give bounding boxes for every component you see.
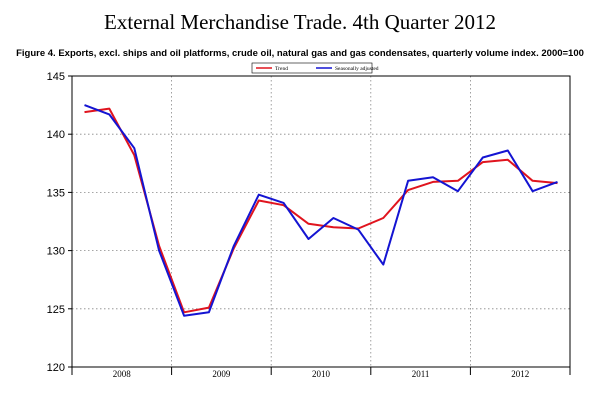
page-title: External Merchandise Trade. 4th Quarter … (104, 10, 496, 34)
grid (72, 76, 570, 367)
y-tick-label: 130 (47, 246, 65, 258)
plot-frame (71, 75, 571, 368)
y-tick-label: 140 (47, 129, 65, 141)
series-line-trend (84, 107, 558, 314)
series-line-seasonally-adjusted (84, 104, 558, 317)
legend-label: Seasonally adjusted (335, 66, 379, 72)
legend: Trend Seasonally adjusted (251, 62, 379, 74)
legend-label: Trend (275, 66, 288, 72)
y-tick-label: 135 (47, 187, 65, 199)
y-tick-label: 145 (47, 71, 65, 83)
x-year-label: 2008 (113, 369, 132, 379)
series (84, 104, 558, 317)
x-year-label: 2009 (212, 369, 231, 379)
figure-caption: Figure 4. Exports, excl. ships and oil p… (16, 48, 584, 59)
axes: 120 125 130 135 140 145 2008 2009 2010 2011 2012 (47, 71, 571, 379)
x-year-label: 2011 (412, 369, 430, 379)
x-year-label: 2012 (511, 369, 529, 379)
y-tick-label: 125 (47, 304, 65, 316)
legend-box (251, 62, 373, 74)
y-tick-label: 120 (47, 362, 65, 374)
x-year-label: 2010 (312, 369, 331, 379)
